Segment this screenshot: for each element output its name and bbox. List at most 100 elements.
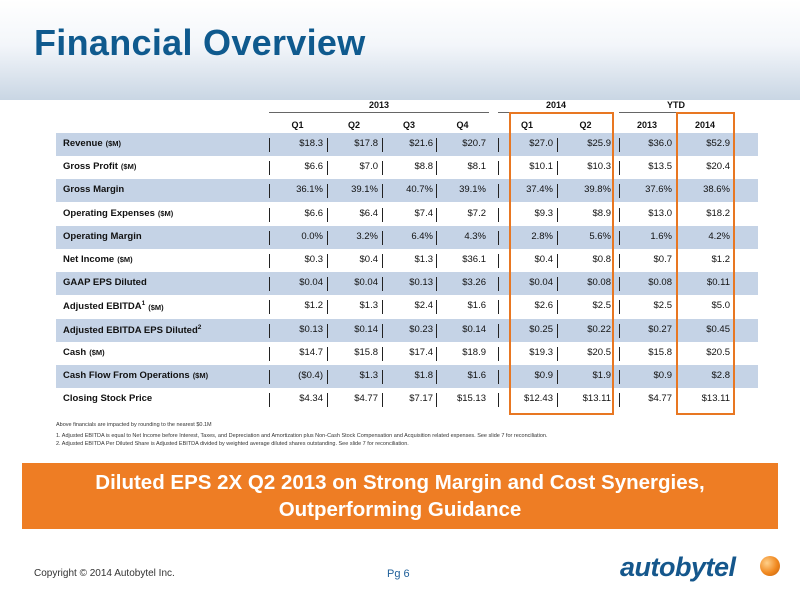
footnote-marker: 1 — [141, 300, 146, 308]
row-unit: ($M) — [117, 255, 133, 264]
table-row: Adjusted EBITDA1 ($M) $1.2 $1.3 $2.4 $1.6 $2.6… — [56, 295, 758, 318]
table-cell: $1.3 — [327, 370, 381, 384]
table-row: Operating Expenses ($M) $6.6 $6.4 $7.4 $7.2 $9… — [56, 203, 758, 226]
table-cell: $17.8 — [327, 138, 381, 152]
table-cell: $12.43 — [498, 393, 556, 408]
column-header: Q3 — [402, 120, 415, 130]
group-header-2014: 2014 — [545, 100, 567, 110]
table-cell: $18.2 — [677, 207, 733, 222]
table-cell: $0.45 — [677, 323, 733, 338]
table-cell: $0.08 — [619, 277, 675, 292]
row-label: Operating Expenses ($M) — [63, 208, 173, 219]
table-cell: $0.25 — [498, 323, 556, 338]
table-cell: 5.6% — [557, 230, 614, 245]
row-label: Operating Margin — [63, 231, 142, 242]
footnote-2: 2. Adjusted EBITDA Per Diluted Share is … — [56, 441, 409, 447]
table-cell: $0.7 — [619, 254, 675, 268]
row-label: Adjusted EBITDA EPS Diluted2 — [63, 324, 201, 336]
table-cell: $0.9 — [619, 370, 675, 384]
table-cell: $6.6 — [269, 207, 326, 222]
header-band — [0, 0, 800, 100]
table-cell: $2.4 — [382, 300, 436, 315]
table-cell: 39.8% — [557, 184, 614, 199]
row-unit: ($M) — [89, 347, 105, 357]
table-cell: $8.8 — [382, 161, 436, 176]
table-cell: $0.14 — [327, 323, 381, 338]
column-header: Q4 — [456, 120, 469, 130]
table-cell: $1.6 — [436, 300, 489, 315]
row-label: Revenue ($M) — [63, 138, 121, 149]
table-cell: 6.4% — [382, 230, 436, 245]
table-cell: $15.8 — [327, 346, 381, 361]
group-underline — [498, 112, 614, 113]
table-cell: $4.34 — [269, 393, 326, 408]
table-cell: $1.2 — [269, 300, 326, 315]
table-cell: ($0.4) — [269, 370, 326, 384]
row-label-text: Revenue — [63, 138, 103, 149]
table-cell: $8.1 — [436, 161, 489, 176]
table-cell: $0.04 — [327, 277, 381, 292]
table-cell: $20.7 — [436, 138, 489, 152]
table-cell: $13.5 — [619, 161, 675, 176]
table-cell: 0.0% — [269, 230, 326, 245]
autobytel-logo-icon — [760, 556, 780, 576]
table-cell: $20.5 — [557, 346, 614, 361]
table-cell: $5.0 — [677, 300, 733, 315]
table-cell: $4.77 — [327, 393, 381, 408]
table-cell: $0.9 — [498, 370, 556, 384]
column-header: Q1 — [520, 120, 533, 130]
table-row: Gross Margin 36.1% 39.1% 40.7% 39.1% 37.4% 39.… — [56, 179, 758, 203]
table-cell: $18.9 — [436, 346, 489, 361]
table-cell: 39.1% — [436, 184, 489, 199]
row-unit: ($M) — [120, 162, 137, 172]
table-cell: $7.17 — [382, 393, 436, 408]
table-cell: $3.26 — [436, 277, 489, 292]
table-cell: 3.2% — [327, 230, 381, 245]
table-cell: 1.6% — [619, 230, 675, 245]
autobytel-logo-text: autobytel — [620, 552, 736, 582]
row-label-text: Net Income — [63, 254, 115, 265]
row-label-text: Cash — [63, 346, 87, 358]
table-row: Closing Stock Price $4.34 $4.77 $7.17 $15.13… — [56, 388, 758, 411]
table-cell: 4.2% — [677, 230, 733, 245]
table-cell: $1.8 — [382, 370, 436, 384]
table-cell: $1.3 — [382, 254, 436, 268]
table-cell: 4.3% — [436, 230, 489, 245]
table-cell: $52.9 — [677, 138, 733, 152]
table-cell: $0.04 — [498, 277, 556, 292]
table-row: Revenue ($M) $18.3 $17.8 $21.6 $20.7 $27.0 $25.… — [56, 133, 758, 156]
table-cell: 38.6% — [677, 184, 733, 199]
table-cell: $25.9 — [557, 138, 614, 152]
row-label-text: Closing Stock Price — [63, 393, 153, 405]
table-cell: 39.1% — [327, 184, 381, 199]
row-label-text: Gross Profit — [63, 161, 118, 173]
table-cell: $2.5 — [619, 300, 675, 315]
table-row: Gross Profit ($M) $6.6 $7.0 $8.8 $8.1 $10.1 $10… — [56, 156, 758, 179]
table-cell: 37.6% — [619, 184, 675, 199]
table-cell: $9.3 — [498, 207, 556, 222]
table-cell: $19.3 — [498, 346, 556, 361]
row-label: Cash Flow From Operations ($M) — [63, 370, 208, 381]
table-cell: $0.22 — [557, 323, 614, 338]
table-cell: $0.04 — [269, 277, 326, 292]
key-message-banner: Diluted EPS 2X Q2 2013 on Strong Margin … — [22, 463, 778, 529]
table-cell: $0.14 — [436, 323, 489, 338]
group-underline — [269, 112, 489, 113]
column-header: 2014 — [694, 120, 716, 130]
group-underline — [619, 112, 733, 113]
group-header-2013: 2013 — [368, 100, 390, 110]
table-row: Adjusted EBITDA EPS Diluted2 $0.13 $0.14 $0… — [56, 318, 758, 342]
row-label: Cash ($M) — [63, 347, 105, 358]
table-cell: $1.9 — [557, 370, 614, 384]
table-cell: $15.8 — [619, 346, 675, 361]
table-cell: 2.8% — [498, 230, 556, 245]
table-cell: $0.3 — [269, 254, 326, 268]
table-cell: $13.11 — [677, 393, 733, 408]
column-header: Q2 — [579, 120, 592, 130]
banner-line-2: Outperforming Guidance — [278, 498, 522, 521]
row-label: Gross Profit ($M) — [63, 161, 136, 172]
table-cell: $0.4 — [498, 254, 556, 268]
row-label-text: Adjusted EBITDA — [63, 301, 142, 313]
row-unit: ($M) — [157, 208, 174, 218]
row-label-text: Adjusted EBITDA EPS Diluted — [63, 324, 198, 336]
